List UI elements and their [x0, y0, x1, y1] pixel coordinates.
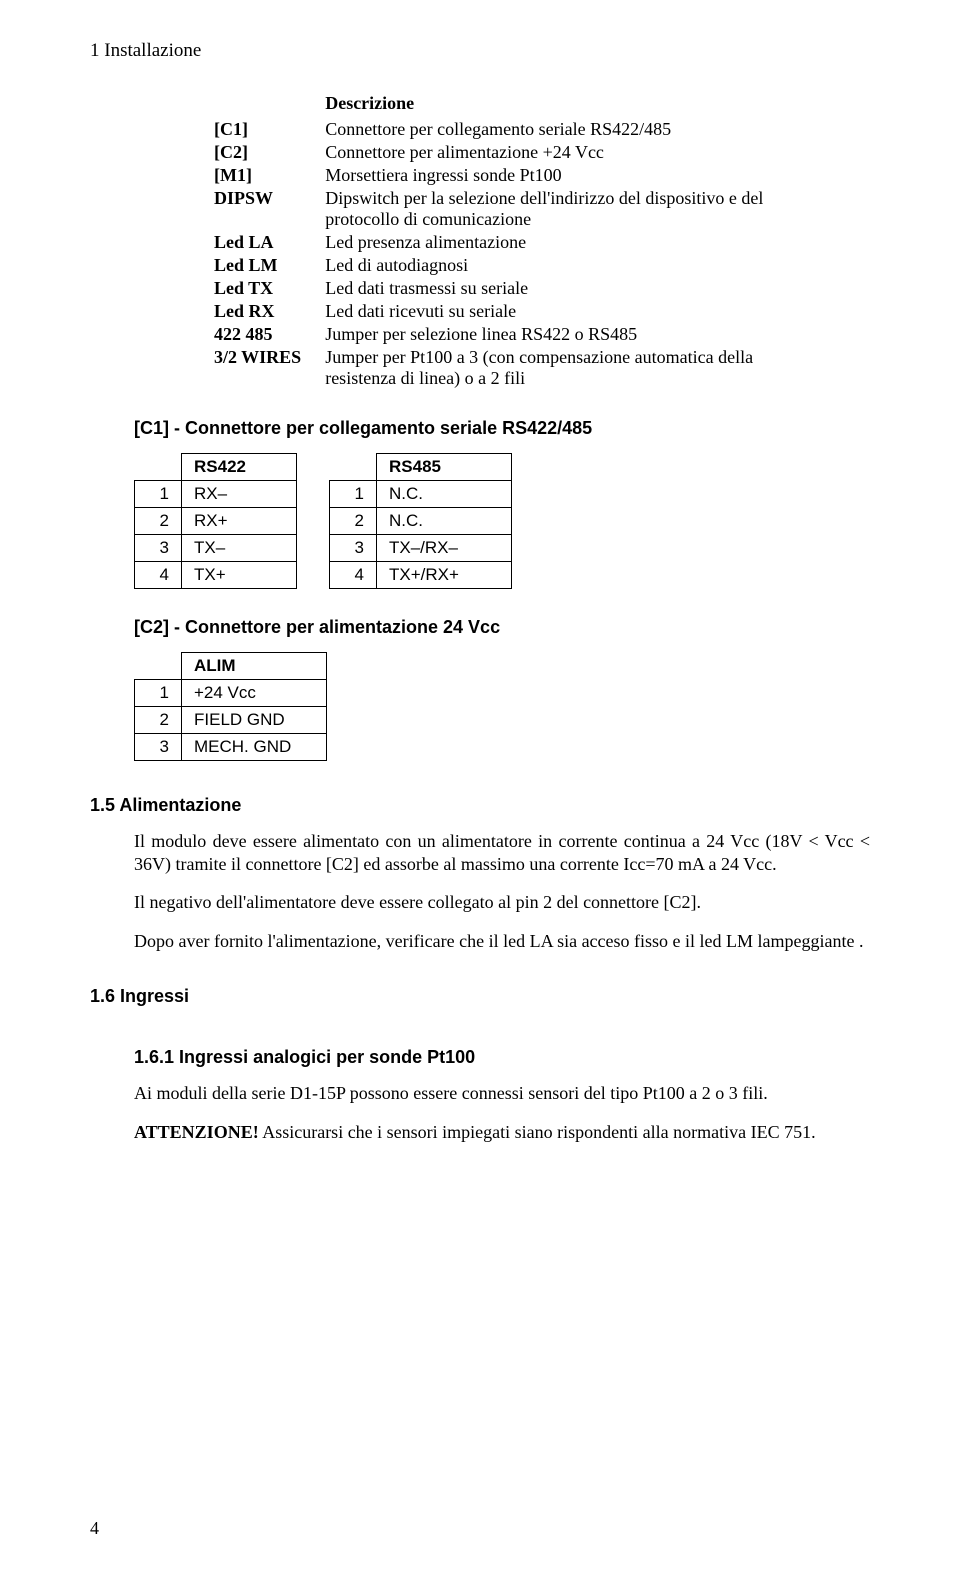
desc-val: Led di autodiagnosi: [321, 254, 799, 277]
pin-val: TX–: [182, 535, 297, 562]
desc-key: Led LM: [210, 254, 321, 277]
desc-val: Morsettiera ingressi sonde Pt100: [321, 164, 799, 187]
description-header: Descrizione: [321, 92, 799, 118]
desc-val: Led dati ricevuti su seriale: [321, 300, 799, 323]
desc-key: 3/2 WIRES: [210, 346, 321, 390]
pin-val: FIELD GND: [182, 707, 327, 734]
page-number: 4: [90, 1518, 99, 1539]
section-title: 1 Installazione: [90, 40, 870, 62]
pin-val: MECH. GND: [182, 734, 327, 761]
ingressi-p2: ATTENZIONE! Assicurarsi che i sensori im…: [134, 1121, 870, 1144]
desc-val: Led dati trasmessi su seriale: [321, 277, 799, 300]
pin-val: N.C.: [377, 481, 512, 508]
c2-heading: [C2] - Connettore per alimentazione 24 V…: [134, 617, 870, 638]
desc-key: Led RX: [210, 300, 321, 323]
pin-num: 3: [135, 535, 182, 562]
desc-val: Jumper per Pt100 a 3 (con compensazione …: [321, 346, 799, 390]
pin-num: 1: [135, 680, 182, 707]
rs422-header: RS422: [182, 454, 297, 481]
pin-num: 2: [330, 508, 377, 535]
pin-num: 2: [135, 508, 182, 535]
ingressi-p2-rest: Assicurarsi che i sensori impiegati sian…: [259, 1122, 816, 1142]
alimentazione-p1: Il modulo deve essere alimentato con un …: [134, 830, 870, 875]
desc-key: Led TX: [210, 277, 321, 300]
attenzione-label: ATTENZIONE!: [134, 1122, 259, 1142]
alimentazione-heading: 1.5 Alimentazione: [90, 795, 870, 816]
desc-key: Led LA: [210, 231, 321, 254]
desc-val: Led presenza alimentazione: [321, 231, 799, 254]
pin-val: TX+: [182, 562, 297, 589]
desc-key: DIPSW: [210, 187, 321, 231]
pin-num: 1: [135, 481, 182, 508]
ingressi-p1: Ai moduli della serie D1-15P possono ess…: [134, 1082, 870, 1105]
pin-num: 4: [135, 562, 182, 589]
pin-num: 1: [330, 481, 377, 508]
description-table: Descrizione [C1]Connettore per collegame…: [210, 92, 799, 390]
desc-key: [C1]: [210, 118, 321, 141]
desc-val: Connettore per alimentazione +24 Vcc: [321, 141, 799, 164]
pin-num: 4: [330, 562, 377, 589]
pin-val: RX+: [182, 508, 297, 535]
pin-num: 3: [330, 535, 377, 562]
alim-header: ALIM: [182, 653, 327, 680]
rs485-table: RS485 1N.C. 2N.C. 3TX–/RX– 4TX+/RX+: [329, 453, 512, 589]
desc-key: [M1]: [210, 164, 321, 187]
c1-heading: [C1] - Connettore per collegamento seria…: [134, 418, 870, 439]
c1-tables: RS422 1RX– 2RX+ 3TX– 4TX+ RS485 1N.C. 2N…: [134, 453, 870, 589]
desc-key: [C2]: [210, 141, 321, 164]
ingressi-heading: 1.6 Ingressi: [90, 986, 870, 1007]
rs422-table: RS422 1RX– 2RX+ 3TX– 4TX+: [134, 453, 297, 589]
pin-num: 3: [135, 734, 182, 761]
desc-key: 422 485: [210, 323, 321, 346]
alim-table: ALIM 1+24 Vcc 2FIELD GND 3MECH. GND: [134, 652, 327, 761]
pin-val: RX–: [182, 481, 297, 508]
rs485-header: RS485: [377, 454, 512, 481]
pin-val: +24 Vcc: [182, 680, 327, 707]
alimentazione-p2: Il negativo dell'alimentatore deve esser…: [134, 891, 870, 914]
desc-val: Jumper per selezione linea RS422 o RS485: [321, 323, 799, 346]
desc-val: Dipswitch per la selezione dell'indirizz…: [321, 187, 799, 231]
pin-val: N.C.: [377, 508, 512, 535]
desc-val: Connettore per collegamento seriale RS42…: [321, 118, 799, 141]
pin-num: 2: [135, 707, 182, 734]
page-container: 1 Installazione Descrizione [C1]Connetto…: [0, 0, 960, 1569]
alimentazione-p3: Dopo aver fornito l'alimentazione, verif…: [134, 930, 870, 953]
ingressi-subheading: 1.6.1 Ingressi analogici per sonde Pt100: [134, 1047, 870, 1068]
pin-val: TX+/RX+: [377, 562, 512, 589]
pin-val: TX–/RX–: [377, 535, 512, 562]
